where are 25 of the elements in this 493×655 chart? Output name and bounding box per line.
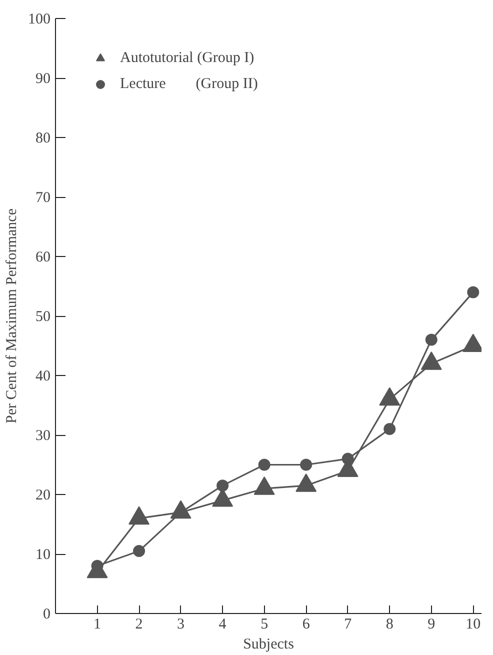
x-tick-label: 3: [177, 616, 185, 632]
legend-label: Autotutorial (Group I): [120, 50, 254, 66]
y-axis-title: Per Cent of Maximum Performance: [4, 208, 20, 424]
y-tick-label: 100: [28, 12, 50, 28]
x-tick-label: 2: [135, 616, 143, 632]
x-tick-label: 5: [260, 616, 268, 632]
x-tick-label: 10: [466, 616, 481, 632]
y-tick-label: 60: [36, 250, 50, 266]
y-tick-label: 70: [36, 190, 50, 206]
x-tick-label: 7: [344, 616, 352, 632]
x-tick-label: 8: [386, 616, 394, 632]
x-tick-label: 9: [428, 616, 436, 632]
y-tick-label: 40: [36, 368, 50, 384]
x-tick-label: 4: [218, 616, 227, 632]
x-tick-label: 1: [94, 616, 102, 632]
y-tick-label: 80: [36, 130, 50, 146]
y-tick-label: 10: [36, 547, 50, 563]
y-tick-label: 30: [36, 428, 50, 444]
y-tick-label: 90: [36, 71, 50, 87]
x-axis-title: Subjects: [243, 636, 294, 652]
x-tick-label: 6: [302, 616, 310, 632]
y-tick-label: 20: [36, 488, 50, 504]
y-tick-label: 0: [43, 606, 50, 622]
y-tick-label: 50: [36, 309, 50, 325]
legend-label: Lecture (Group II): [120, 76, 258, 92]
